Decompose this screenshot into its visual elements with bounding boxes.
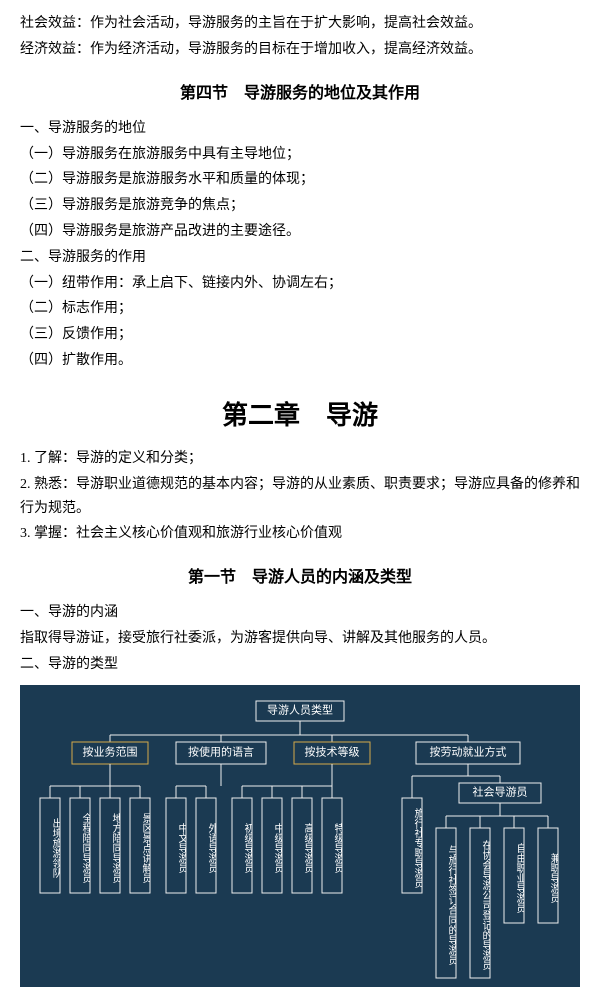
body-line: 指取得导游证，接受旅行社委派，为游客提供向导、讲解及其他服务的人员。 xyxy=(20,627,580,651)
node-vlabel: 中级导游员 xyxy=(262,798,282,893)
node-vlabel: 中文导游员 xyxy=(166,798,186,893)
body-line: （二）标志作用； xyxy=(20,297,580,321)
body-line: 二、导游的类型 xyxy=(20,653,580,677)
node-label: 按技术等级 xyxy=(305,744,360,758)
body-line: （三）导游服务是旅游竞争的焦点； xyxy=(20,194,580,218)
body-line: 一、导游的内涵 xyxy=(20,601,580,625)
body-line: （二）导游服务是旅游服务水平和质量的体现； xyxy=(20,168,580,192)
node-vlabel: 自由职业导游员 xyxy=(504,828,524,923)
node-vlabel: 兼职导游员 xyxy=(538,828,558,923)
node-label: 按劳动就业方式 xyxy=(430,744,507,758)
node-vlabel: 外语导游员 xyxy=(196,798,216,893)
body-line: （三）反馈作用； xyxy=(20,323,580,347)
node-vlabel: 在协会导游公司登记的导游员 xyxy=(470,828,490,978)
node-vlabel: 全程陪同导游员 xyxy=(70,798,90,893)
chapter2-heading: 第二章 导游 xyxy=(20,393,580,437)
section4-body: 一、导游服务的地位 （一）导游服务在旅游服务中具有主导地位； （二）导游服务是旅… xyxy=(20,117,580,373)
node-vlabel: 特级导游员 xyxy=(322,798,342,893)
body-line: 一、导游服务的地位 xyxy=(20,117,580,141)
guide-type-chart: 导游人员类型按业务范围出境旅游领队全程陪同导游员地方陪同导游员景区景点讲解员 按使… xyxy=(20,685,580,987)
node-vlabel: 旅行社专职导游员 xyxy=(402,798,422,893)
node-vlabel: 初级导游员 xyxy=(232,798,252,893)
section1-heading: 第一节 导游人员的内涵及类型 xyxy=(20,564,580,591)
chapter2-point: 3. 掌握：社会主义核心价值观和旅游行业核心价值观 xyxy=(20,522,580,546)
node-vlabel: 景区景点讲解员 xyxy=(130,798,150,893)
node-vlabel: 出境旅游领队 xyxy=(40,798,60,893)
chapter2-point: 1. 了解：导游的定义和分类； xyxy=(20,447,580,471)
tree-svg: 导游人员类型按业务范围出境旅游领队全程陪同导游员地方陪同导游员景区景点讲解员 按使… xyxy=(26,693,574,983)
node-vlabel: 高级导游员 xyxy=(292,798,312,893)
body-line: （一）纽带作用：承上启下、链接内外、协调左右； xyxy=(20,272,580,296)
section4-heading: 第四节 导游服务的地位及其作用 xyxy=(20,80,580,107)
intro-line: 经济效益：作为经济活动，导游服务的目标在于增加收入，提高经济效益。 xyxy=(20,38,580,62)
intro-line: 社会效益：作为社会活动，导游服务的主旨在于扩大影响，提高社会效益。 xyxy=(20,12,580,36)
node-label: 导游人员类型 xyxy=(267,702,333,716)
node-vlabel: 与旅行社签订合同的导游员 xyxy=(436,828,456,978)
node-label: 按业务范围 xyxy=(83,744,138,758)
node-label: 按使用的语言 xyxy=(188,744,254,758)
body-line: （四）扩散作用。 xyxy=(20,349,580,373)
node-vlabel: 地方陪同导游员 xyxy=(100,798,120,893)
body-line: （一）导游服务在旅游服务中具有主导地位； xyxy=(20,143,580,167)
chapter2-point: 2. 熟悉：导游职业道德规范的基本内容；导游的从业素质、职责要求；导游应具备的修… xyxy=(20,473,580,521)
body-line: 二、导游服务的作用 xyxy=(20,246,580,270)
body-line: （四）导游服务是旅游产品改进的主要途径。 xyxy=(20,220,580,244)
node-label: 社会导游员 xyxy=(473,784,528,798)
